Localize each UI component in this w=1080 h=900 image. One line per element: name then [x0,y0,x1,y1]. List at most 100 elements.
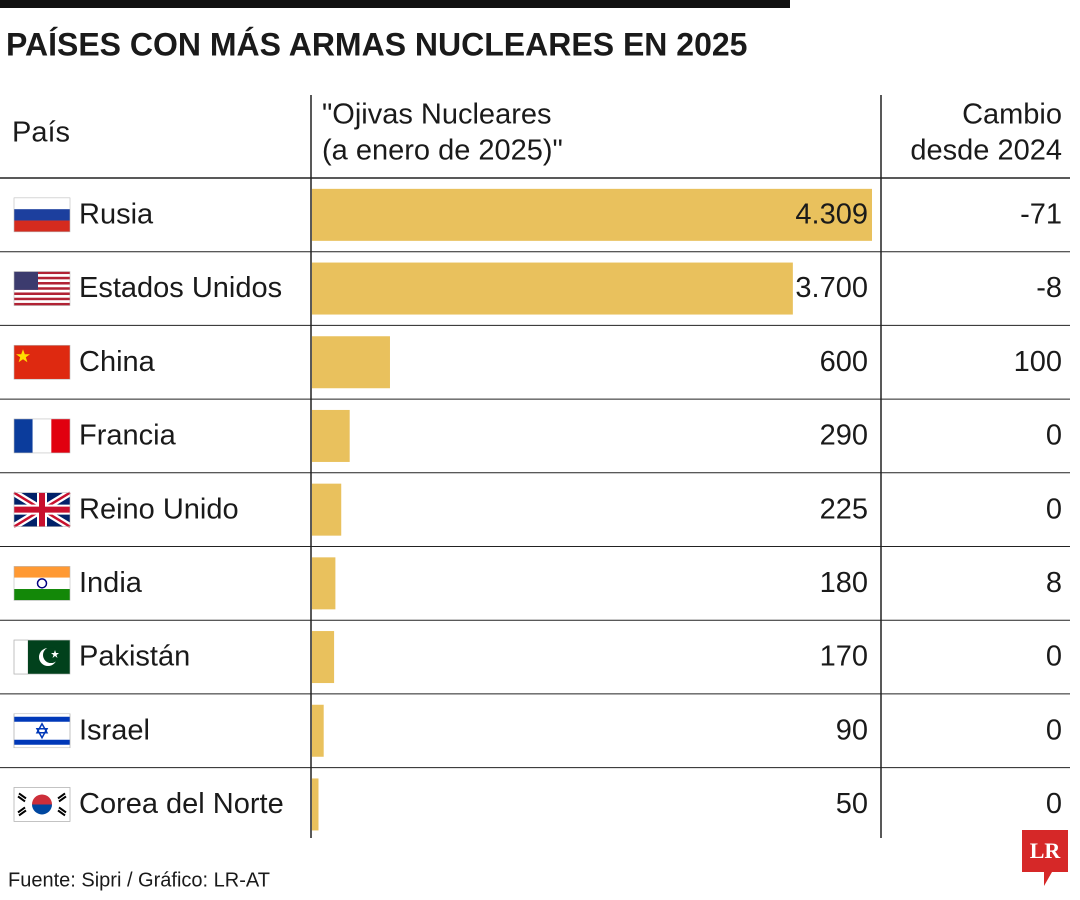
value-label: 50 [836,788,868,820]
flag-part [14,274,70,277]
change-label: 100 [1014,346,1062,378]
flag-part [17,792,67,817]
logo-badge [1022,830,1068,886]
bar [312,557,336,610]
flag-part [14,739,70,745]
country-label: Israel [79,714,150,746]
change-label: -8 [1036,272,1062,304]
country-label: Estados Unidos [79,272,282,304]
flag-part [14,577,70,590]
flag-border [13,639,71,675]
change-label: 0 [1046,714,1062,746]
flag-border [13,271,71,306]
flag-part [14,589,70,601]
flag-border [13,787,71,822]
flag-border [13,197,71,233]
flag-part [14,302,70,306]
country-label: Rusia [79,199,154,231]
flag [13,639,70,675]
flag-part [14,418,33,453]
flag-border [13,418,71,454]
flag-border [13,566,71,601]
country-label: China [79,346,156,378]
bar [312,262,793,315]
flag-part [14,287,70,290]
flag-part [36,578,48,589]
flag-part [14,279,70,283]
flag-part [14,716,70,722]
bar [312,409,350,462]
country-label: Reino Unido [79,493,239,525]
change-label: 8 [1046,567,1062,599]
flag-part [32,418,52,453]
bar [312,483,342,536]
flag [13,787,71,822]
flag-part [14,284,70,288]
flag-part [32,804,52,815]
column-header: (a enero de 2025)" [322,135,563,167]
change-label: 0 [1046,641,1062,673]
logo: LR [1030,838,1062,863]
change-label: -71 [1020,199,1062,231]
flag-part [14,197,70,210]
flag [14,566,70,601]
value-label: 90 [836,714,868,746]
flag-part [14,297,70,301]
bar [312,188,872,241]
flag-part [14,566,70,578]
value-label: 225 [820,493,868,525]
change-label: 0 [1046,788,1062,820]
column-header: "Ojivas Nucleares [322,99,551,131]
value-label: 180 [820,567,868,599]
bar [312,704,324,757]
change-label: 0 [1046,420,1062,452]
flag-border [13,713,71,749]
flag-part [51,650,59,659]
value-label: 4.309 [795,199,868,231]
flag-part [14,292,70,296]
column-header: País [12,117,70,149]
flag [14,197,70,232]
flag-part [14,345,70,380]
top-rule [0,0,790,8]
value-label: 170 [820,641,868,673]
value-label: 600 [820,346,868,378]
flag-part [14,295,70,298]
chart-title: PAÍSES CON MÁS ARMAS NUCLEARES EN 2025 [6,26,747,62]
flag [14,271,70,306]
flag-part [16,349,30,363]
bar [312,631,335,684]
flag-part [14,492,70,527]
source-note: Fuente: Sipri / Gráfico: LR-AT [8,869,270,891]
flag-border [13,344,71,380]
flag-part [43,647,59,664]
bar [312,778,319,831]
flag [14,345,70,380]
change-label: 0 [1046,493,1062,525]
flag-part [14,289,70,293]
flag-part [14,220,70,232]
country-label: Francia [79,420,177,452]
flag-part [35,728,49,740]
flag-part [14,276,70,280]
flag [13,713,71,748]
column-header: desde 2024 [910,135,1062,167]
flag-part [32,794,52,805]
bar [312,336,390,389]
value-label: 3.700 [795,272,868,304]
flag-part [14,271,38,290]
flag-part [14,300,70,303]
flag-part [51,418,70,453]
country-label: Pakistán [79,641,190,673]
flag-part [13,639,29,675]
country-label: India [79,567,143,599]
flag-part [14,282,70,285]
column-header: Cambio [962,99,1062,131]
country-label: Corea del Norte [79,788,284,820]
flag-part [14,209,70,221]
value-label: 290 [820,420,868,452]
flag [14,418,70,453]
flag-border [13,492,71,527]
